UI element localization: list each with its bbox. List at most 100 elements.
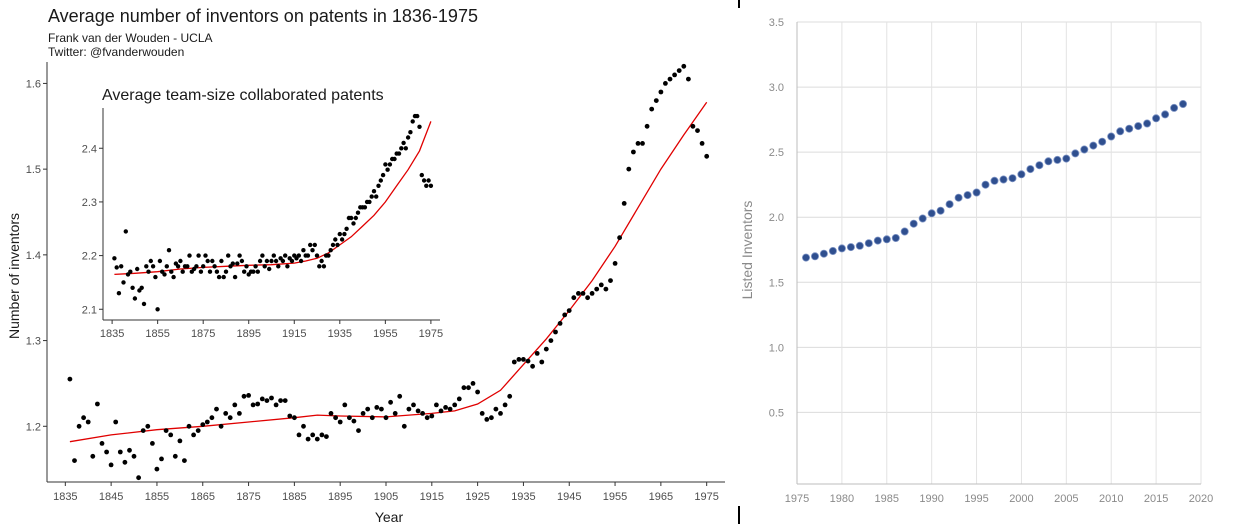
main-x-tick-label: 1845 [99, 491, 123, 503]
main-data-point [411, 403, 416, 408]
main-trend-line [70, 102, 707, 441]
inset-data-point [165, 264, 169, 268]
right-data-point [856, 242, 863, 249]
main-x-tick-label: 1915 [420, 491, 444, 503]
main-data-point [544, 347, 549, 352]
inset-data-point [356, 211, 360, 215]
main-data-point [260, 397, 265, 402]
main-data-point [333, 415, 338, 420]
inset-data-point [315, 253, 319, 257]
right-data-point [829, 247, 836, 254]
inset-x-tick-label: 1955 [373, 328, 397, 340]
main-data-point [663, 81, 668, 86]
right-data-point [847, 244, 854, 251]
right-data-point [946, 201, 953, 208]
right-data-point [883, 236, 890, 243]
inset-data-point [422, 178, 426, 182]
main-data-point [695, 128, 700, 133]
main-data-point [562, 313, 567, 318]
inset-data-point [333, 237, 337, 241]
main-data-point [608, 278, 613, 283]
main-data-point [219, 424, 224, 429]
inset-data-point [256, 270, 260, 274]
main-data-point [631, 150, 636, 155]
main-data-point [210, 415, 215, 420]
main-data-point [521, 357, 526, 362]
inset-data-point [399, 146, 403, 150]
inset-data-point [344, 227, 348, 231]
inset-data-point [206, 259, 210, 263]
main-data-point [494, 407, 499, 412]
inset-data-point [178, 259, 182, 263]
inset-data-point [167, 248, 171, 252]
right-y-tick-label: 1.0 [769, 342, 784, 354]
main-data-point [95, 402, 100, 407]
right-y-tick-label: 2.5 [769, 147, 784, 159]
right-panel: 0.51.01.52.02.53.03.51975198019851990199… [740, 0, 1242, 530]
main-data-point [365, 407, 370, 412]
inset-data-point [219, 259, 223, 263]
inset-data-point [331, 243, 335, 247]
right-data-point [1081, 146, 1088, 153]
inset-data-point [133, 296, 137, 300]
right-data-point [1153, 115, 1160, 122]
inset-data-point [112, 256, 116, 260]
main-data-point [425, 415, 430, 420]
main-data-point [407, 407, 412, 412]
inset-data-point [263, 264, 267, 268]
inset-data-point [258, 259, 262, 263]
inset-data-point [306, 253, 310, 257]
main-x-tick-label: 1855 [145, 491, 169, 503]
main-data-point [576, 291, 581, 296]
main-data-point [342, 403, 347, 408]
right-data-point [1099, 138, 1106, 145]
inset-data-point [392, 157, 396, 161]
main-data-point [379, 407, 384, 412]
main-data-point [388, 400, 393, 405]
inset-data-point [335, 243, 339, 247]
main-data-point [214, 407, 219, 412]
inset-data-point [140, 286, 144, 290]
main-data-point [599, 283, 604, 288]
main-y-tick-label: 1.4 [26, 250, 41, 262]
main-data-point [141, 428, 146, 433]
main-data-point [278, 398, 283, 403]
main-data-point [315, 437, 320, 442]
main-data-point [255, 402, 260, 407]
main-data-point [320, 433, 325, 438]
right-data-point [1171, 104, 1178, 111]
inset-data-point [124, 229, 128, 233]
main-trend-layer [70, 102, 707, 441]
main-data-point [581, 291, 586, 296]
main-data-point [356, 428, 361, 433]
main-data-point [475, 390, 480, 395]
inset-data-point [379, 178, 383, 182]
main-data-point [571, 295, 576, 300]
main-data-point [452, 403, 457, 408]
main-data-point [402, 424, 407, 429]
main-x-axis-label: Year [375, 509, 404, 525]
right-axes: 0.51.01.52.02.53.03.51975198019851990199… [769, 17, 1214, 505]
inset-data-point [217, 275, 221, 279]
inset-data-point [342, 232, 346, 236]
main-x-tick-label: 1925 [465, 491, 489, 503]
main-data-point [324, 434, 329, 439]
main-data-point [466, 385, 471, 390]
inset-x-tick-label: 1935 [328, 328, 352, 340]
main-data-point [462, 385, 467, 390]
main-data-point [100, 441, 105, 446]
inset-data-point [171, 275, 175, 279]
main-data-point [132, 454, 137, 459]
main-data-point [443, 405, 448, 410]
main-data-point [503, 403, 508, 408]
inset-data-point [253, 264, 257, 268]
right-data-point [865, 240, 872, 247]
right-x-tick-label: 2005 [1054, 493, 1078, 505]
main-y-tick-label: 1.5 [26, 164, 41, 176]
main-x-tick-label: 1885 [282, 491, 306, 503]
main-data-point [242, 394, 247, 399]
inset-data-point [149, 259, 153, 263]
right-data-point [1162, 111, 1169, 118]
main-data-point [164, 428, 169, 433]
right-data-point [1054, 156, 1061, 163]
